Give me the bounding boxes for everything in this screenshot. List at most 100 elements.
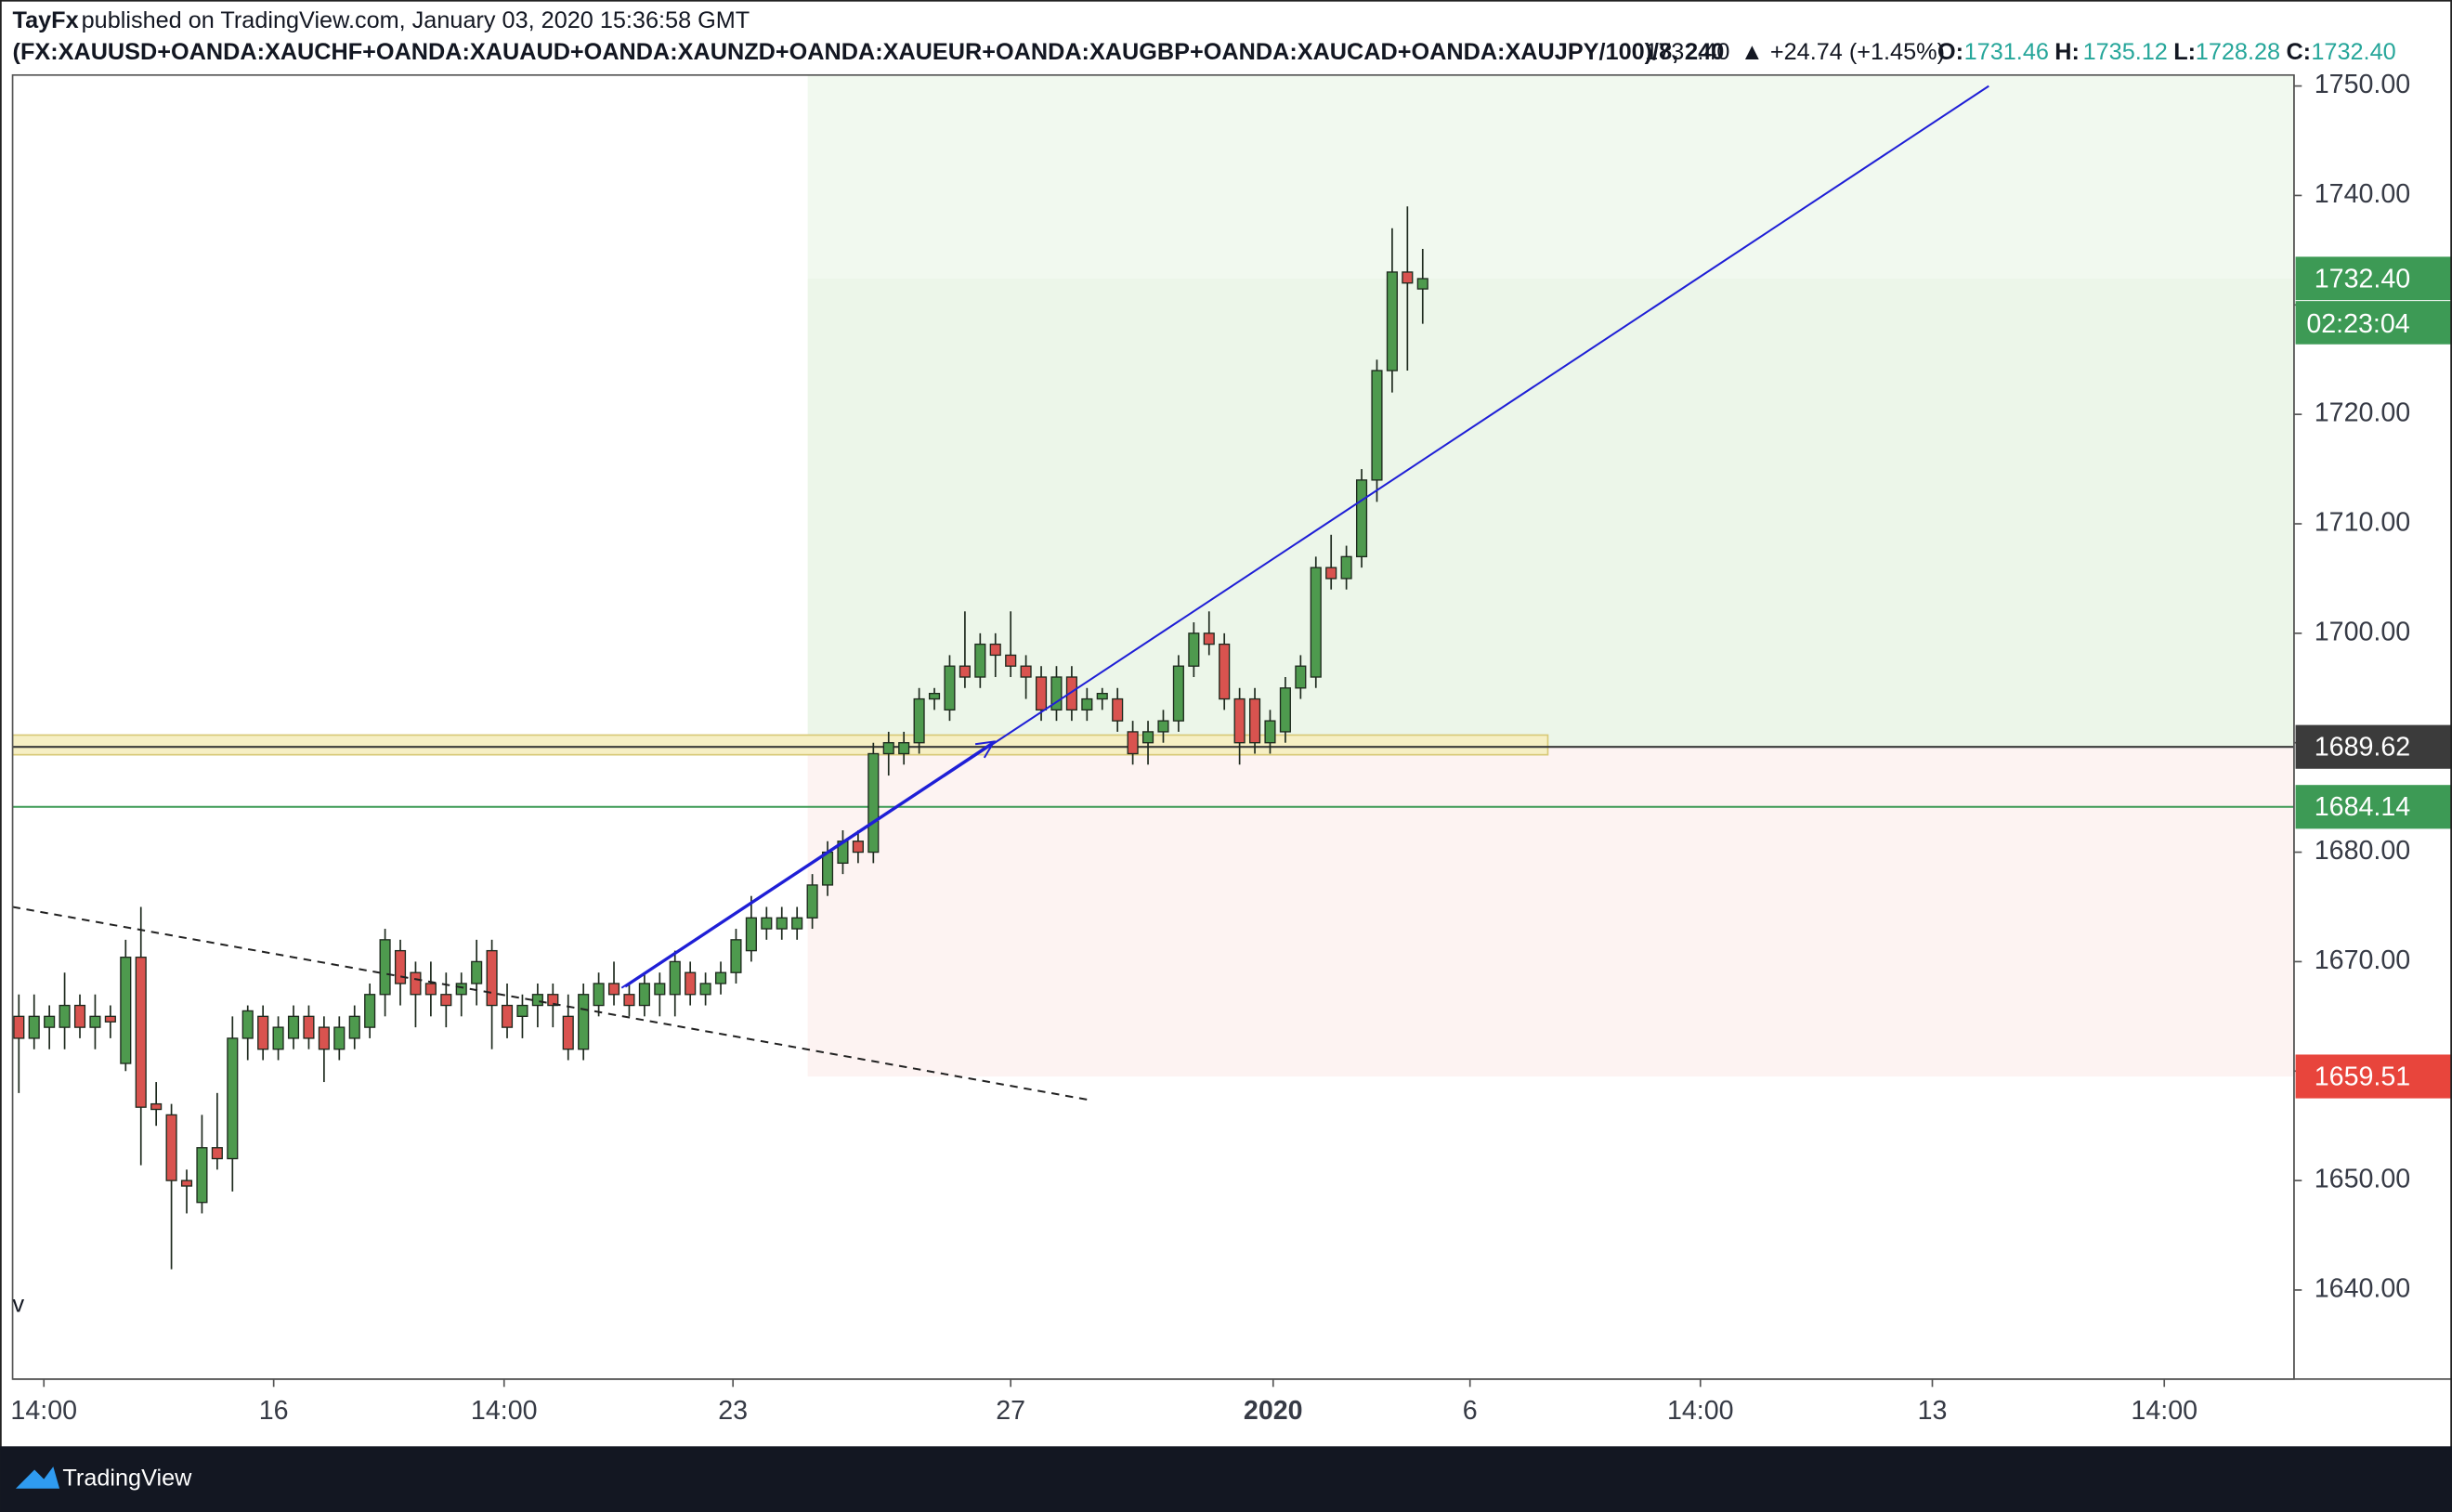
candle-body [44,1015,56,1028]
candle-body [364,994,376,1028]
candle-body [13,1015,25,1039]
candle-body [303,1015,315,1039]
candle-body [607,983,620,996]
candle-body [1402,271,1414,284]
candle-body [791,917,803,930]
x-tick-label: 27 [996,1396,1025,1426]
candle-body [424,983,437,996]
plot [12,74,2294,1270]
candle-body [761,917,773,930]
candle-body [1035,676,1048,711]
candle-body [654,983,666,996]
candle-body [1096,693,1108,700]
candle-body [333,1026,346,1050]
x-tick-label: 14:00 [471,1396,538,1426]
o-label: O: [1937,39,1963,65]
candle-body [257,1015,269,1050]
y-tick-label: 1680.00 [2315,836,2410,866]
candle-body [241,1010,254,1039]
l-value: 1728.28 [2196,39,2280,65]
candle-body [882,742,894,755]
candle-body [287,1015,300,1039]
h-label: H: [2054,39,2080,65]
candle-body [1172,665,1184,722]
y-tick-label: 1710.00 [2315,508,2410,538]
candle-body [989,643,1001,657]
support-zone [12,734,1549,756]
x-tick-label: 14:00 [10,1396,77,1426]
candle-body [898,742,910,755]
candle-body [1233,697,1246,744]
y-tick-label: 1670.00 [2315,945,2410,975]
candle-body [348,1015,360,1039]
y-tick-label: 1750.00 [2315,70,2410,99]
candle-body [59,1004,71,1028]
l-label: L: [2173,39,2196,65]
price-label-bg [2295,724,2452,769]
axes: 1640.001650.001660.001670.001680.001690.… [10,70,2452,1426]
candle-body [669,960,681,996]
last-price: 1732.40 [1645,39,1729,65]
candle-body [1264,720,1276,744]
candle-body [974,643,986,678]
candle-body [1371,370,1383,481]
candle-body [593,983,605,1007]
y-tick-label: 1700.00 [2315,617,2410,646]
candle-body [638,983,650,1007]
candle-body [944,665,956,711]
edge-text: v [13,1291,25,1317]
price-label-bg [2295,1054,2452,1099]
x-tick-label: 6 [1463,1396,1478,1426]
candle-body [455,983,467,996]
candle-body [1219,643,1231,700]
candle-body [867,752,880,854]
candle-body [272,1026,284,1050]
x-tick-label: 23 [718,1396,748,1426]
candle-body [959,665,971,678]
x-tick-label: 13 [1918,1396,1948,1426]
candle-body [516,1004,528,1018]
logo [15,1466,60,1489]
countdown: 02:23:04 [2306,309,2409,339]
candle-body [1325,567,1337,580]
candle-body [150,1102,163,1111]
x-tick-label: 14:00 [1667,1396,1734,1426]
candle-body [806,884,818,919]
candle-body [730,939,742,973]
x-tick-label: 16 [259,1396,289,1426]
loss-zone [807,747,2294,1077]
price-label: 1684.14 [2315,792,2411,822]
candle-body [821,851,834,886]
candle-body [165,1114,177,1181]
candle-body [28,1015,40,1039]
published: published on TradingView.com, January 03… [82,7,750,33]
symbol: (FX:XAUUSD+OANDA:XAUCHF+OANDA:XAUAUD+OAN… [13,39,1725,65]
candle-body [410,971,422,996]
candle-body [440,994,452,1007]
candle-body [486,949,498,1007]
candle-body [928,693,941,700]
c-value: 1732.40 [2311,39,2395,65]
candle-body [1141,731,1154,744]
candle-body [120,957,132,1064]
candle-body [211,1147,223,1160]
candle-body [379,939,391,996]
candle-body [1065,676,1077,711]
candle-body [1081,697,1093,711]
candle-body [745,917,757,952]
candle-body [471,960,483,984]
candle-body [89,1015,101,1028]
y-tick-label: 1650.00 [2315,1165,2410,1194]
candle-body [547,994,559,1007]
candle-body [318,1026,330,1050]
c-label: C: [2286,39,2311,65]
candle-body [1279,687,1291,733]
candle-body [1157,720,1169,733]
candle-body [1188,632,1200,667]
candle-body [776,917,788,930]
candle-body [135,957,147,1108]
candle-body [1020,665,1032,678]
y-tick-label: 1740.00 [2315,179,2410,209]
